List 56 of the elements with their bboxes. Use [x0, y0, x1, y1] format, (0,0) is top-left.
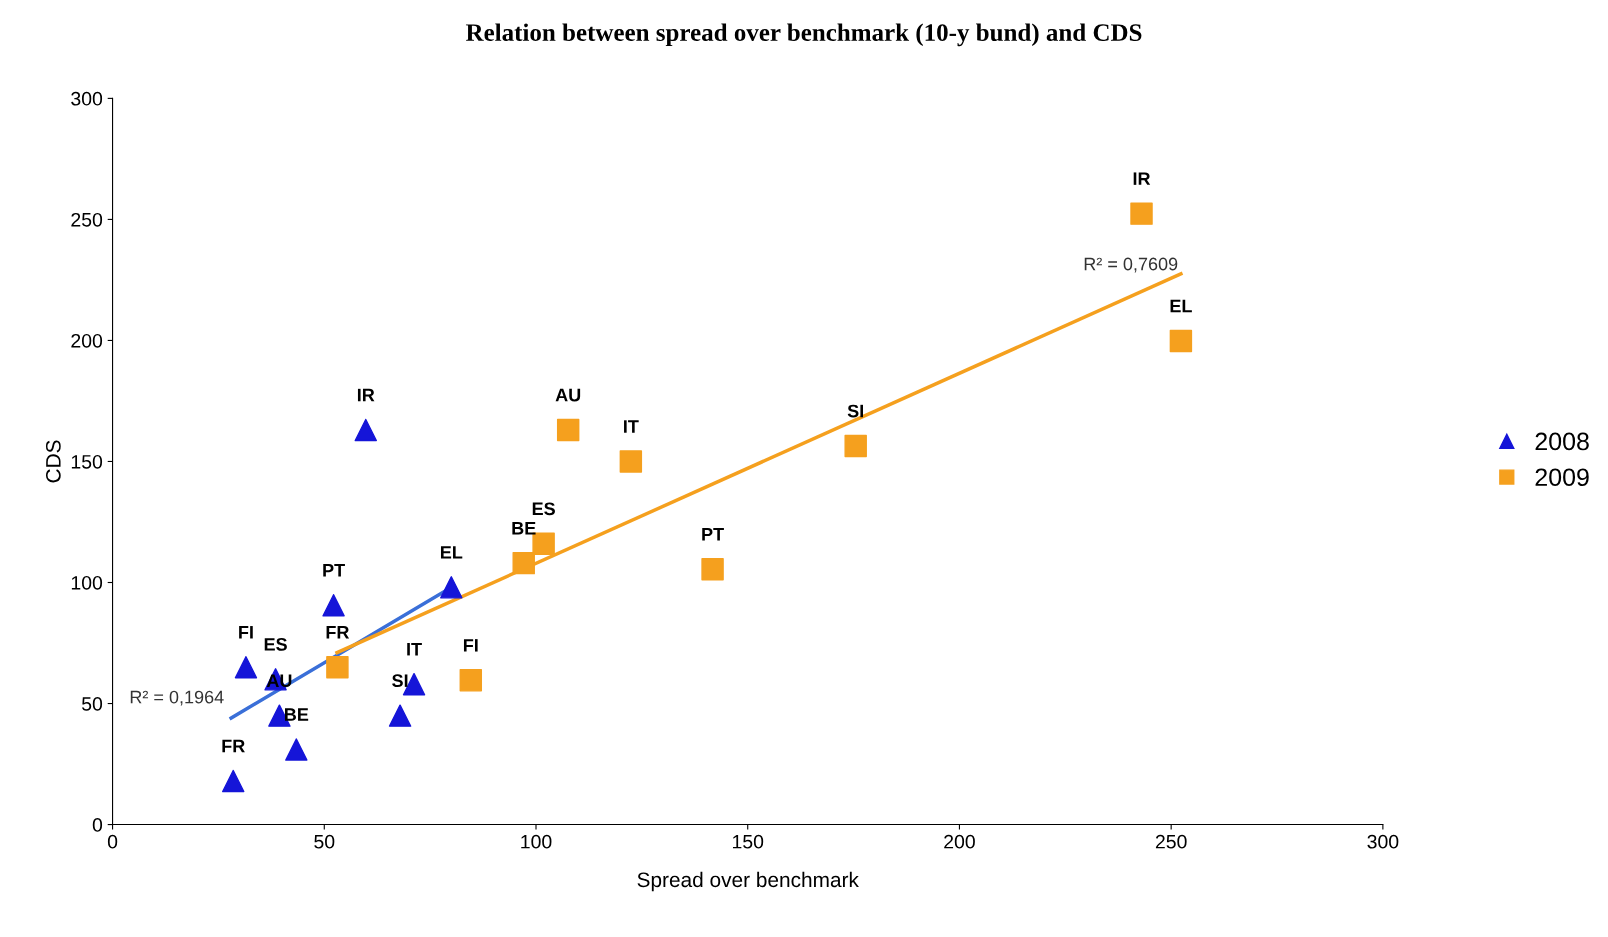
annotation: R² = 0,7609: [1084, 257, 1178, 273]
annotation: BE: [512, 521, 536, 535]
annotation: FI: [463, 639, 478, 652]
x-tick-label: 50: [314, 834, 335, 849]
annotation: BE: [285, 708, 309, 721]
point: [326, 655, 349, 679]
point: [440, 576, 463, 599]
point: [1169, 329, 1193, 353]
y-tick-label: 200: [71, 333, 103, 348]
y-tick-label: 250: [71, 212, 103, 227]
point: [556, 418, 580, 442]
annotation: IT: [407, 643, 422, 656]
point: [222, 769, 245, 793]
annotation: PT: [702, 528, 724, 541]
x-tick-label: 250: [1155, 834, 1187, 849]
legend-label: 2009: [1535, 468, 1589, 487]
y-tick-label: 100: [71, 575, 103, 590]
annotation: ES: [532, 502, 555, 516]
point: [512, 551, 535, 575]
point: [388, 704, 412, 727]
y-tick-label: 300: [71, 91, 103, 106]
annotation: IR: [1133, 172, 1151, 185]
y-tick-label: 50: [81, 697, 103, 711]
point: [1130, 202, 1153, 225]
point: [234, 655, 258, 679]
y-axis-title: CDS: [45, 440, 61, 483]
annotation: IT: [624, 420, 639, 433]
annotation: EL: [1170, 299, 1192, 313]
x-tick-label: 300: [1367, 834, 1399, 849]
annotation: R² = 0,1964: [130, 690, 224, 706]
annotation: IR: [357, 388, 375, 402]
x-tick-label: 100: [521, 834, 552, 849]
annotation: FR: [222, 739, 245, 753]
annotation: ES: [264, 637, 287, 651]
x-tick-label: 200: [944, 834, 975, 849]
x-tick-label: 150: [732, 834, 764, 849]
annotation: SI: [392, 674, 408, 688]
point: [285, 738, 308, 761]
point: [701, 557, 724, 581]
legend-label: 2008: [1535, 432, 1589, 451]
point: [619, 450, 643, 473]
x-tick-label: 0: [107, 834, 118, 849]
y-tick-label: 150: [71, 454, 103, 469]
chart-title: Relation between spread over benchmark (10-y bund) and CDS: [465, 23, 1142, 47]
point: [322, 594, 345, 617]
x-axis-title: Spread over benchmark: [637, 871, 859, 892]
annotation: EL: [440, 546, 463, 559]
point: [459, 669, 483, 692]
y-tick-label: 0: [92, 818, 103, 832]
point: [354, 418, 378, 442]
point: [844, 434, 867, 458]
annotation: SI: [847, 404, 864, 418]
annotation: AU: [555, 388, 581, 402]
annotation: FI: [239, 626, 253, 639]
annotation: FR: [326, 626, 350, 639]
annotation: PT: [323, 564, 345, 577]
